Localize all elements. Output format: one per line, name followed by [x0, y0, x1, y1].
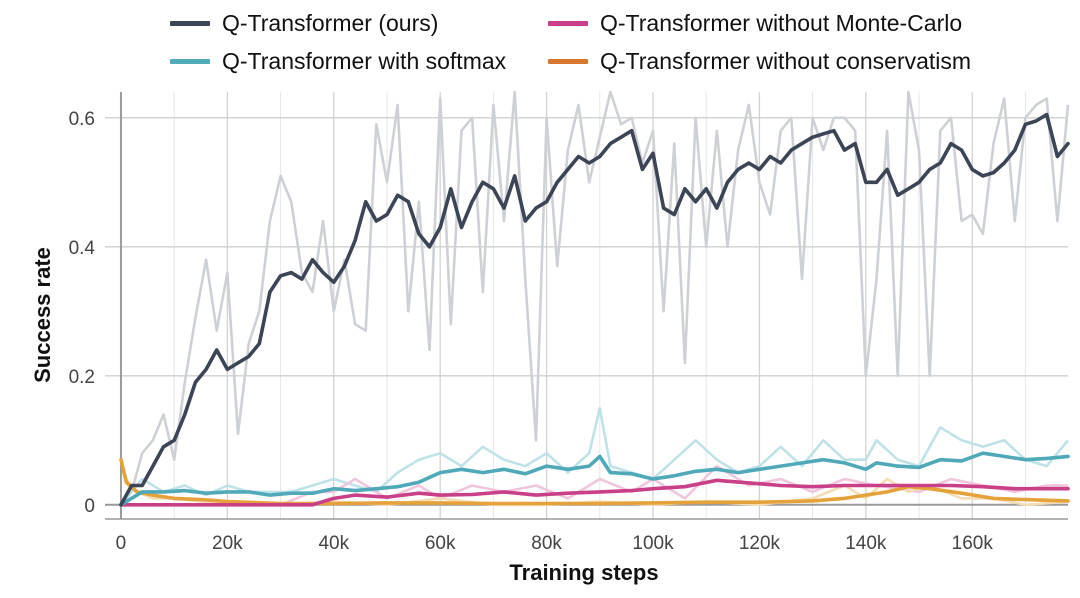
- y-axis-label: Success rate: [30, 247, 55, 383]
- smoothed-series-lines: [119, 112, 1070, 507]
- x-tick-label: 0: [116, 533, 127, 554]
- series-line-q-transformer: [119, 112, 1070, 507]
- x-tick-label: 100k: [632, 533, 674, 554]
- series-line-no-monte-carlo: [119, 478, 1070, 507]
- legend-label-no-conservatism: Q-Transformer without conservatism: [600, 48, 972, 74]
- x-axis-label: Training steps: [509, 560, 658, 585]
- axes: [105, 92, 1068, 520]
- x-tick-label: 140k: [845, 533, 887, 554]
- raw-series-lines: [119, 90, 1070, 507]
- legend-label-softmax: Q-Transformer with softmax: [222, 48, 507, 74]
- x-tick-label: 40k: [318, 533, 349, 554]
- legend-swatch-no-monte-carlo: [548, 21, 588, 26]
- x-tick-label: 60k: [425, 533, 456, 554]
- raw-line-softmax: [119, 406, 1070, 506]
- legend-swatch-q-transformer: [170, 21, 210, 26]
- y-tick-label: 0.4: [69, 238, 96, 259]
- legend-label-no-monte-carlo: Q-Transformer without Monte-Carlo: [600, 10, 963, 36]
- legend-label-q-transformer: Q-Transformer (ours): [222, 10, 439, 36]
- series-line-no-conservatism: [119, 457, 1070, 506]
- series-line-softmax: [119, 451, 1070, 507]
- x-tick-label: 160k: [952, 533, 994, 554]
- x-tick-label: 80k: [531, 533, 562, 554]
- y-tick-label: 0.6: [69, 109, 95, 130]
- x-tick-label: 20k: [212, 533, 243, 554]
- legend: Q-Transformer (ours) Q-Transformer with …: [0, 0, 1080, 90]
- legend-swatch-no-conservatism: [548, 59, 588, 64]
- legend-swatch-softmax: [170, 59, 210, 64]
- legend-item-no-monte-carlo: Q-Transformer without Monte-Carlo: [548, 10, 962, 37]
- y-tick-label: 0.2: [69, 367, 95, 388]
- raw-line-q-transformer: [119, 90, 1070, 506]
- legend-item-q-transformer: Q-Transformer (ours): [170, 10, 438, 37]
- legend-item-no-conservatism: Q-Transformer without conservatism: [548, 48, 971, 75]
- x-tick-label: 120k: [739, 533, 781, 554]
- y-tick-label: 0: [84, 496, 95, 517]
- legend-item-softmax: Q-Transformer with softmax: [170, 48, 506, 75]
- tick-labels: 0 20k 40k 60k 80k 100k 120k 140k 160k 0 0.2 0.4 0.6: [69, 109, 994, 554]
